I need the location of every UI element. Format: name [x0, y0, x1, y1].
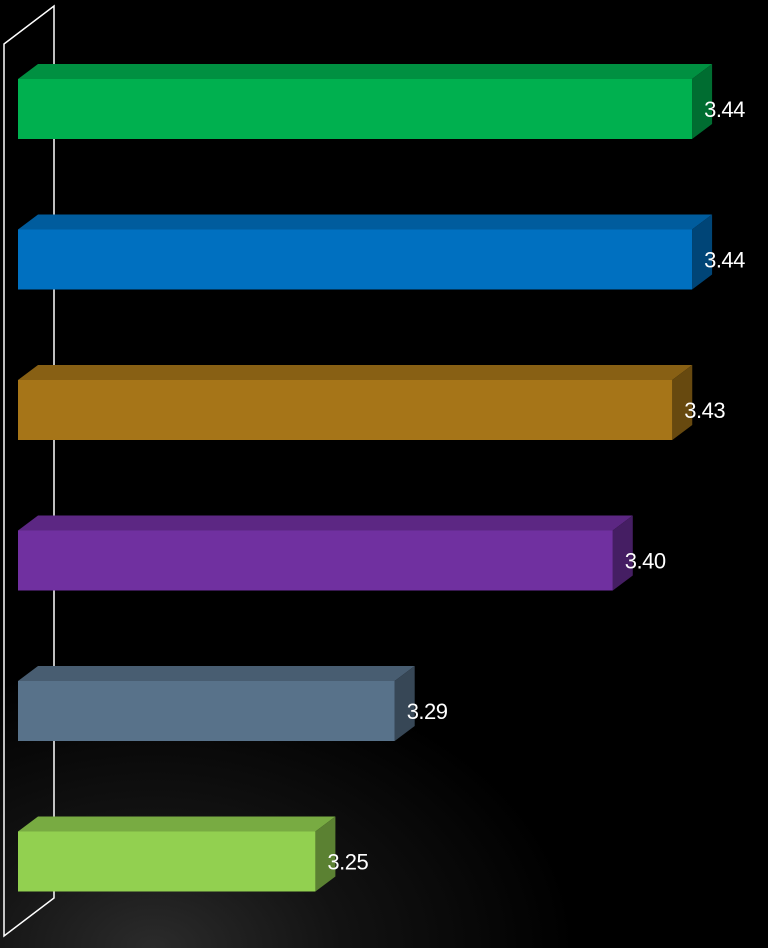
axis-wall-frame [3, 4, 55, 938]
bar-side-face [692, 64, 713, 139]
bar-top-face [18, 666, 415, 681]
bar-value-label: 3.44 [704, 97, 745, 122]
bar-front-face [18, 79, 693, 139]
bar-side-face [315, 816, 336, 892]
bar-5: 3.29 [18, 666, 448, 741]
bar-6: 3.25 [18, 816, 369, 892]
bar-top-face [18, 214, 713, 230]
bar-value-label: 3.40 [625, 549, 666, 574]
bar-value-label: 3.44 [704, 248, 745, 273]
bar-side-face [692, 214, 713, 290]
bar-top-face [18, 365, 693, 380]
bar-front-face [18, 229, 693, 290]
bar-value-label: 3.29 [407, 699, 448, 724]
bar-value-label: 3.25 [327, 850, 368, 875]
bar-top-face [18, 816, 336, 832]
bar-top-face [18, 64, 713, 79]
bar-top-face [18, 515, 633, 531]
bar-side-face [612, 515, 633, 591]
bar-front-face [18, 831, 316, 892]
bar-2: 3.44 [18, 214, 746, 290]
bar-front-face [18, 681, 395, 741]
bars-group: 3.44 3.44 3.43 3.40 3.29 3.25 [18, 64, 746, 892]
bar-front-face [18, 380, 673, 440]
bar-4: 3.40 [18, 515, 666, 591]
bar-front-face [18, 530, 613, 591]
bar-3: 3.43 [18, 365, 726, 440]
axis-wall [3, 4, 55, 938]
bar-value-label: 3.43 [684, 398, 725, 423]
bar-side-face [672, 365, 693, 440]
bar-side-face [394, 666, 415, 741]
bar-1: 3.44 [18, 64, 746, 139]
